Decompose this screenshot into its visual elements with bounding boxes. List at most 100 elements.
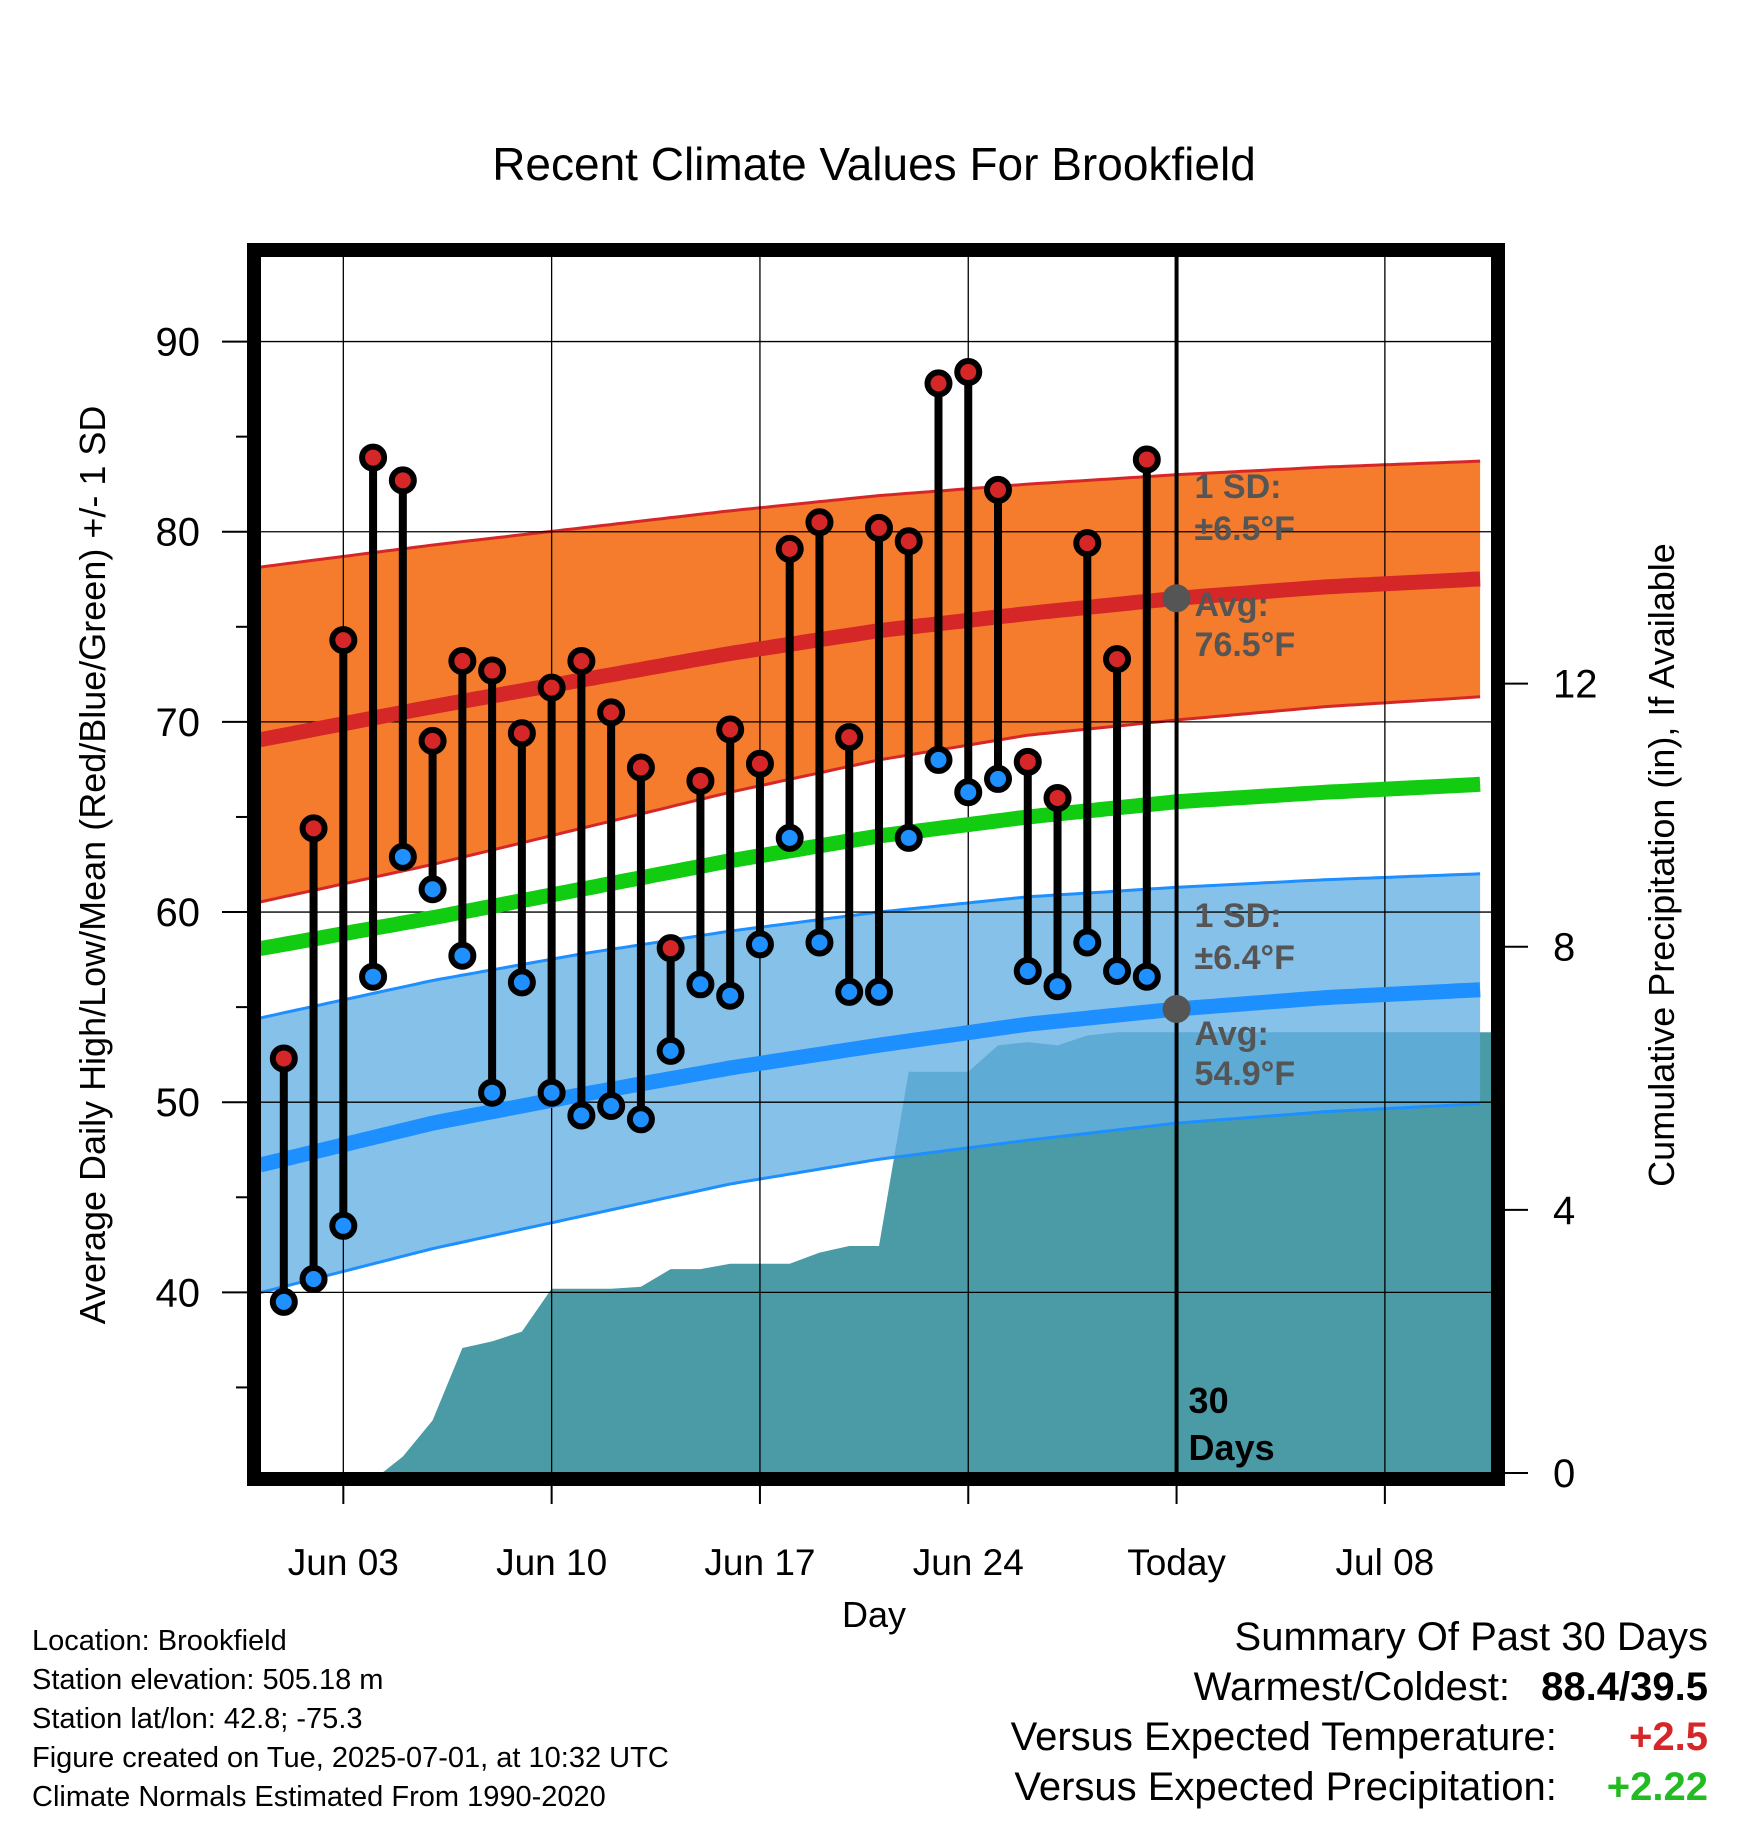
low-point <box>984 764 1013 793</box>
low-sd-label: 1 SD: <box>1195 897 1282 935</box>
high-point <box>359 443 388 472</box>
y-tick-label-right: 0 <box>1553 1452 1575 1496</box>
low-point <box>745 930 774 959</box>
high-sd-label: 1 SD: <box>1195 468 1282 506</box>
summary-warm-cold: Warmest/Coldest: 88.4/39.5 <box>1011 1662 1708 1712</box>
low-avg-label: Avg: <box>1195 1015 1269 1053</box>
high-point <box>835 723 864 752</box>
y-axis-label-left: Average Daily High/Low/Mean (Red/Blue/Gr… <box>72 406 113 1325</box>
high-point <box>388 466 417 495</box>
x-tick-label: Jun 17 <box>704 1542 815 1583</box>
low-point <box>716 981 745 1010</box>
low-point <box>1013 956 1042 985</box>
high-point <box>686 766 715 795</box>
low-avg-value: 54.9°F <box>1195 1055 1296 1093</box>
precipitation-area <box>382 1032 1492 1473</box>
x-axis-label: Day <box>842 1594 906 1635</box>
chart-title: Recent Climate Values For Brookfield <box>492 138 1256 190</box>
y-axis-label-right: Cumulative Precipitation (in), If Availa… <box>1641 543 1682 1187</box>
warm-cold-value: 88.4/39.5 <box>1541 1665 1708 1709</box>
low-point <box>1073 928 1102 957</box>
high-point <box>597 698 626 727</box>
low-point <box>478 1078 507 1107</box>
low-point <box>1103 956 1132 985</box>
high-point <box>864 513 893 542</box>
latlon-text: Station lat/lon: 42.8; -75.3 <box>32 1703 363 1735</box>
summary-temp: Versus Expected Temperature: +2.5 <box>1011 1712 1708 1762</box>
high-point <box>1103 645 1132 674</box>
high-point <box>299 814 328 843</box>
today-low-avg-marker <box>1162 995 1191 1024</box>
high-point <box>775 534 804 563</box>
high-point <box>805 508 834 537</box>
y-tick-label-left: 50 <box>156 1081 201 1125</box>
high-point <box>1013 747 1042 776</box>
low-point <box>299 1265 328 1294</box>
high-point <box>1043 783 1072 812</box>
summary-title: Summary Of Past 30 Days <box>1234 1615 1708 1659</box>
precip-label: Versus Expected Precipitation: <box>1014 1765 1557 1809</box>
temp-label: Versus Expected Temperature: <box>1010 1715 1557 1759</box>
low-point <box>656 1036 685 1065</box>
elevation-text: Station elevation: 505.18 m <box>32 1664 384 1696</box>
y-tick-label-left: 90 <box>156 321 201 365</box>
y-tick-label-right: 8 <box>1553 926 1575 970</box>
summary-panel: Summary Of Past 30 Days Warmest/Coldest:… <box>1011 1612 1708 1812</box>
normals-text: Climate Normals Estimated From 1990-2020 <box>32 1781 606 1813</box>
low-point <box>805 928 834 957</box>
high-point <box>984 475 1013 504</box>
y-tick-label-left: 60 <box>156 891 201 935</box>
summary-precip: Versus Expected Precipitation: +2.22 <box>1011 1762 1708 1812</box>
y-tick-label-left: 40 <box>156 1271 201 1315</box>
high-point <box>537 673 566 702</box>
low-point <box>597 1091 626 1120</box>
low-point <box>894 823 923 852</box>
high-point <box>1132 445 1161 474</box>
high-point <box>567 647 596 676</box>
low-point <box>269 1287 298 1316</box>
low-sd-value: ±6.4°F <box>1195 939 1295 977</box>
low-point <box>864 977 893 1006</box>
warm-cold-label: Warmest/Coldest: <box>1193 1665 1511 1709</box>
x-tick-label: Today <box>1127 1542 1226 1583</box>
x-tick-label: Jun 10 <box>496 1542 607 1583</box>
high-point <box>418 726 447 755</box>
low-point <box>924 745 953 774</box>
plot-area <box>260 256 1492 1473</box>
high-point <box>924 369 953 398</box>
today-days-label: 30 <box>1189 1380 1229 1421</box>
low-point <box>1043 972 1072 1001</box>
low-mean-line <box>260 982 1481 1173</box>
high-point <box>894 527 923 556</box>
location-text: Location: Brookfield <box>32 1625 287 1657</box>
high-point <box>269 1044 298 1073</box>
high-sd-value: ±6.5°F <box>1195 510 1295 548</box>
x-tick-label: Jun 24 <box>913 1542 1024 1583</box>
x-tick-label: Jul 08 <box>1336 1542 1435 1583</box>
low-point <box>686 970 715 999</box>
high-point <box>478 656 507 685</box>
high-point <box>954 357 983 386</box>
high-point <box>626 753 655 782</box>
station-info: Location: Brookfield Station elevation: … <box>32 1622 669 1817</box>
low-sd-lower-line <box>260 1102 1481 1295</box>
low-point <box>567 1101 596 1130</box>
high-point <box>329 626 358 655</box>
high-point <box>656 934 685 963</box>
data-marks <box>269 357 1161 1316</box>
high-sd-upper-line <box>260 459 1481 569</box>
low-point <box>388 842 417 871</box>
today-high-avg-marker <box>1162 584 1191 613</box>
y-tick-label-left: 70 <box>156 701 201 745</box>
today-days-label: Days <box>1189 1427 1275 1468</box>
y-tick-label-right: 4 <box>1553 1189 1575 1233</box>
low-point <box>954 778 983 807</box>
low-point <box>359 962 388 991</box>
y-tick-label-left: 80 <box>156 511 201 555</box>
high-point <box>507 719 536 748</box>
axes: Jun 03 Jun 10 Jun 17 Jun 24 Today Jul 0840506… <box>156 243 1598 1583</box>
low-point <box>775 823 804 852</box>
low-point <box>448 941 477 970</box>
high-point <box>716 715 745 744</box>
